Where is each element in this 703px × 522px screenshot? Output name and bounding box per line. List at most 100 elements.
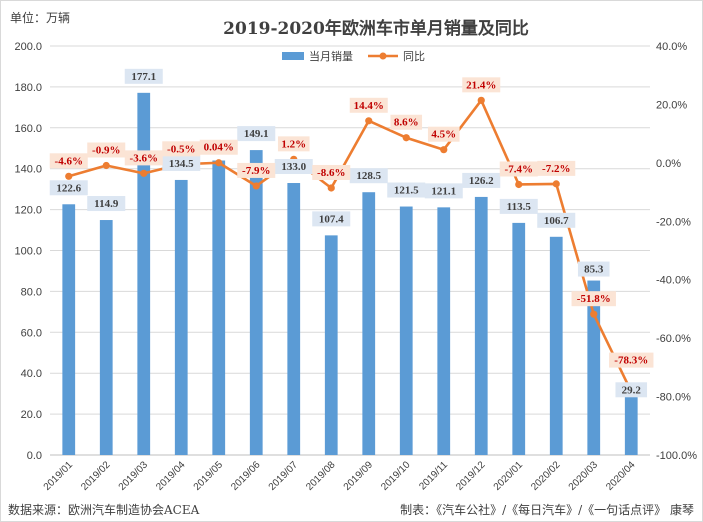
bar-value-label-bg — [615, 382, 648, 398]
yoy-value-label: -78.3% — [614, 355, 648, 367]
right-axis-ticks: -100.0% -80.0% -60.0% -40.0% -20.0% 0.0% 20.0%… — [656, 41, 697, 462]
yoy-value-label: 21.4% — [466, 79, 496, 91]
yoy-value-label: -51.8% — [577, 293, 611, 305]
yoy-value-label-bg — [571, 291, 616, 307]
bar-value-label-bg — [387, 182, 426, 198]
bar — [474, 196, 488, 455]
yoy-point — [402, 134, 410, 142]
legend-line-label: 同比 — [403, 50, 425, 63]
data-labels: 122.6 114.9 177.1 134.5 149.1 133.0 107.4 128.5… — [49, 68, 654, 398]
yoy-value-label-bg — [390, 114, 423, 130]
right-tick-label: -60.0% — [656, 333, 691, 345]
right-tick-label: -100.0% — [656, 450, 697, 462]
bar-value-label: 113.5 — [507, 201, 532, 213]
yoy-point — [327, 184, 335, 192]
bar-value-label-bg — [87, 196, 126, 212]
right-tick-label: -40.0% — [656, 275, 691, 287]
yoy-point — [252, 182, 260, 190]
bar — [249, 150, 263, 455]
bar-value-label-bg — [462, 172, 501, 188]
yoy-value-label: -8.6% — [317, 167, 345, 179]
right-tick-label: 40.0% — [656, 41, 687, 53]
right-tick-label: -80.0% — [656, 392, 691, 404]
yoy-value-label-bg — [499, 161, 538, 177]
bar-value-label-bg — [162, 155, 201, 171]
left-tick-label: 100.0 — [14, 246, 42, 258]
bar-value-label-bg — [124, 68, 163, 84]
left-tick-label: 180.0 — [14, 82, 42, 94]
bar-value-label: 128.5 — [356, 170, 381, 182]
footer-source: 数据来源：欧洲汽车制造协会ACEA — [8, 502, 200, 517]
left-tick-label: 60.0 — [21, 327, 42, 339]
yoy-value-label-bg — [462, 77, 501, 93]
bar — [512, 222, 526, 455]
bar-value-label-bg — [349, 168, 388, 184]
left-tick-label: 80.0 — [21, 286, 42, 298]
bar-value-label: 29.2 — [622, 384, 642, 396]
yoy-point — [590, 310, 598, 318]
bar — [174, 179, 188, 455]
yoy-value-label-bg — [87, 142, 126, 158]
yoy-value-label: -7.9% — [242, 165, 270, 177]
yoy-value-label: 4.5% — [431, 129, 456, 141]
yoy-value-label-bg — [237, 162, 276, 178]
yoy-point — [552, 180, 560, 188]
bar-value-label: 122.6 — [56, 182, 81, 194]
left-tick-label: 200.0 — [14, 41, 42, 53]
bar-value-label: 114.9 — [94, 198, 119, 210]
bar-value-label-bg — [312, 211, 351, 227]
bar-value-label-bg — [424, 183, 463, 199]
yoy-point — [365, 117, 373, 125]
bar-value-label: 121.1 — [431, 185, 456, 197]
chart-title: 2019-2020年欧洲车市单月销量及同比 — [223, 18, 529, 39]
bar — [212, 160, 226, 455]
right-tick-label: 20.0% — [656, 99, 687, 111]
yoy-point — [65, 172, 73, 180]
left-tick-label: 0.0 — [27, 450, 42, 462]
bar-value-label: 106.7 — [544, 215, 569, 227]
yoy-value-label-bg — [537, 160, 576, 176]
bar — [287, 183, 301, 455]
yoy-value-label: -7.2% — [542, 163, 570, 175]
yoy-value-label-bg — [124, 150, 163, 166]
yoy-value-label: 8.6% — [394, 117, 419, 129]
yoy-point — [440, 146, 448, 154]
yoy-value-label-bg — [199, 139, 238, 155]
yoy-value-label-bg — [162, 141, 201, 157]
bar — [399, 206, 413, 455]
unit-label: 单位：万辆 — [10, 10, 70, 25]
legend: 当月销量 同比 — [282, 49, 425, 63]
yoy-value-label: -7.4% — [505, 163, 533, 175]
left-tick-label: 20.0 — [21, 409, 42, 421]
left-axis-ticks: 0.0 20.0 40.0 60.0 80.0 100.0 120.0 140.0 160.0 1… — [14, 41, 42, 462]
bar — [587, 280, 601, 455]
right-tick-label: 0.0% — [656, 158, 681, 170]
bar-value-label: 177.1 — [131, 71, 156, 83]
bar-value-label-bg — [274, 159, 313, 175]
yoy-value-label-bg — [349, 97, 388, 113]
yoy-point — [102, 161, 110, 170]
yoy-value-label: 1.2% — [281, 138, 306, 150]
yoy-value-label: -0.9% — [92, 144, 120, 156]
yoy-value-label: -4.6% — [55, 155, 83, 167]
bar — [99, 220, 113, 455]
bar-series — [62, 92, 638, 455]
bar-value-label: 133.0 — [281, 161, 306, 173]
legend-bar-label: 当月销量 — [309, 49, 353, 63]
left-tick-label: 120.0 — [14, 205, 42, 217]
yoy-value-label: -0.5% — [167, 143, 195, 155]
right-tick-label: -20.0% — [656, 216, 691, 228]
legend-line-marker — [379, 52, 387, 60]
yoy-value-label: 14.4% — [354, 100, 384, 112]
yoy-value-label-bg — [277, 136, 310, 152]
bar — [437, 207, 451, 455]
yoy-value-label-bg — [609, 352, 654, 368]
bar — [324, 235, 338, 455]
bar-value-label: 126.2 — [469, 175, 494, 187]
bar — [137, 92, 151, 455]
bar-value-label: 107.4 — [319, 213, 344, 225]
bar-value-label-bg — [537, 212, 576, 228]
legend-bar-swatch — [282, 52, 304, 60]
